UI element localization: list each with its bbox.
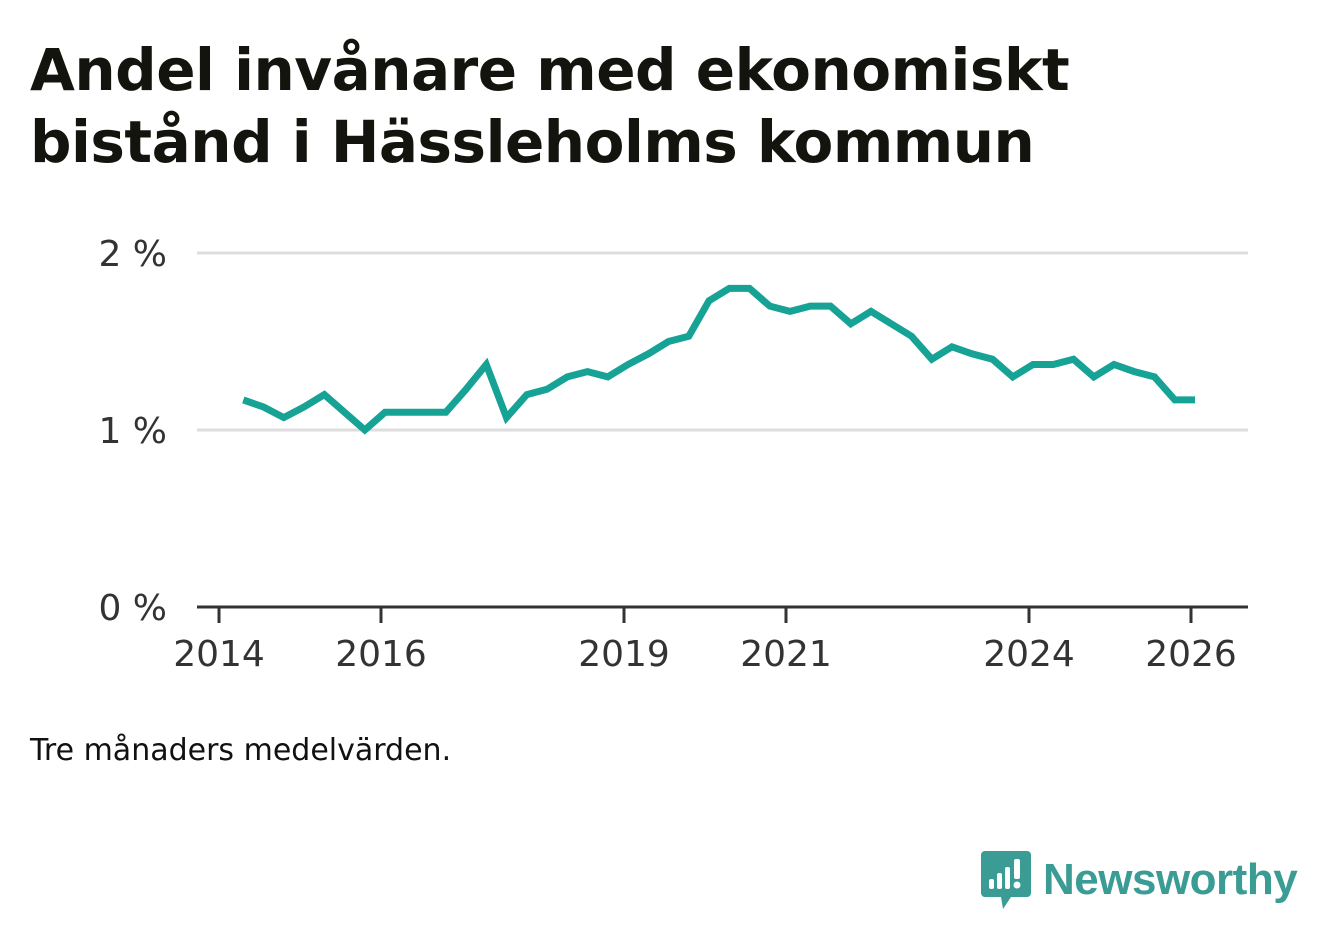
y-tick-labels: 0 % 1 % 2 %: [98, 234, 167, 629]
chart-title: Andel invånare med ekonomiskt bistånd i …: [30, 36, 1070, 176]
brand-name: Newsworthy: [1043, 855, 1298, 904]
grid-lines: [197, 251, 1248, 432]
x-ticks: 2014 2016 2019 2021 2024 2026: [173, 607, 1237, 675]
y-tick-label: 1 %: [98, 411, 167, 452]
x-tick-label: 2019: [578, 634, 670, 675]
y-tick-label: 0 %: [98, 588, 167, 629]
x-tick-label: 2024: [983, 634, 1075, 675]
series-line: [242, 284, 1195, 435]
y-tick-label: 2 %: [98, 234, 167, 275]
data-series: [242, 284, 1195, 435]
newsworthy-chart-bubble-icon: [981, 851, 1031, 909]
x-tick-label: 2026: [1145, 634, 1237, 675]
chart-note: Tre månaders medelvärden.: [30, 733, 452, 768]
x-tick-label: 2016: [335, 634, 427, 675]
x-tick-label: 2014: [173, 634, 265, 675]
x-tick-label: 2021: [740, 634, 832, 675]
newsworthy-logo: Newsworthy: [981, 851, 1298, 909]
